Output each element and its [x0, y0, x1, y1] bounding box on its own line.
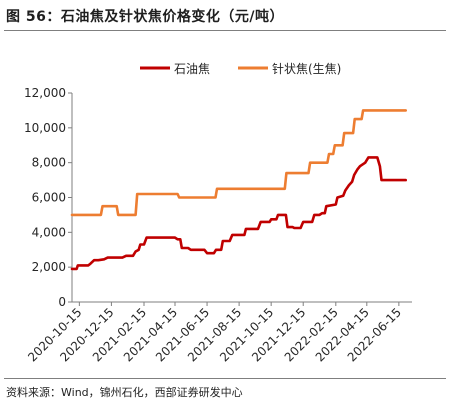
legend-label-2: 针状焦(生焦): [272, 61, 341, 76]
series-line-1: [70, 156, 408, 271]
y-tick-label: 8,000: [32, 156, 66, 170]
series-layer: [70, 109, 408, 271]
y-tick-label: 10,000: [24, 121, 66, 135]
line-chart: 石油焦 针状焦(生焦) 0 2,000 4,000 6,000 8,000 10,000 12…: [24, 61, 412, 364]
y-tick-label: 4,000: [32, 225, 66, 239]
y-tick-label: 2,000: [32, 260, 66, 274]
y-tick-label: 12,000: [24, 86, 66, 100]
y-axis: 0 2,000 4,000 6,000 8,000 10,000 12,000: [24, 86, 73, 309]
top-rule: [4, 30, 446, 31]
figure-title: 图 56：石油焦及针状焦价格变化（元/吨）: [6, 9, 284, 25]
series-line-2: [70, 109, 408, 217]
legend: 石油焦 针状焦(生焦): [140, 61, 341, 76]
source-note: 资料来源：Wind，锦州石化，西部证券研发中心: [6, 386, 243, 399]
legend-label-1: 石油焦: [174, 62, 210, 76]
x-axis: 2020-10-152020-12-152021-02-152021-04-15…: [25, 301, 412, 364]
y-tick-label: 6,000: [32, 191, 66, 205]
bottom-rule: [4, 378, 446, 379]
y-tick-label: 0: [58, 295, 66, 309]
